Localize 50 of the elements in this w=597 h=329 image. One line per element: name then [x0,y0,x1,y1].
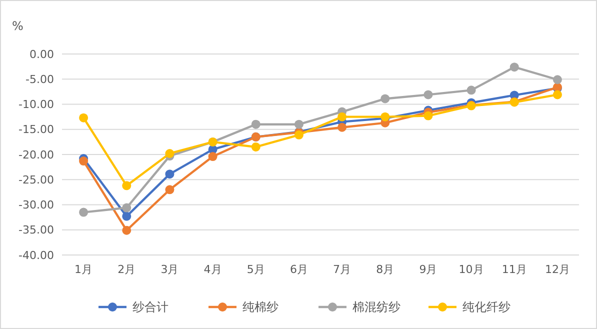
point [338,122,347,132]
x-tick-label: 10月 [458,263,484,276]
x-tick-label: 8月 [376,263,394,276]
point [79,208,88,217]
y-tick-label: -30.00 [18,198,54,212]
point [424,90,433,100]
x-tick-label: 2月 [118,263,136,276]
point [79,156,88,166]
x-tick-label: 3月 [160,263,179,276]
point [122,226,132,235]
point [251,120,260,129]
point [165,185,174,194]
point [510,62,519,72]
y-axis-title: % [12,19,24,33]
legend-label: 棉混纺纱 [352,300,400,314]
point [294,120,304,129]
legend-label: 纱合计 [132,300,168,314]
x-tick-label: 9月 [419,263,438,276]
point [338,112,347,122]
x-tick-label: 7月 [333,263,352,276]
point [122,181,132,190]
point [380,94,390,104]
point [424,111,433,120]
x-tick-label: 12月 [544,263,570,276]
point [251,142,260,152]
point [165,170,174,179]
y-tick-label: -5.00 [26,72,54,86]
x-tick-label: 11月 [502,263,527,276]
y-tick-label: -20.00 [18,148,54,162]
y-tick-label: -10.00 [18,98,54,112]
point [122,212,132,221]
point [165,148,174,158]
x-tick-label: 4月 [204,263,222,276]
y-tick-label: -15.00 [18,123,54,136]
point [466,86,476,95]
y-tick-label: -40.00 [18,248,54,262]
point [79,113,88,122]
x-tick-label: 1月 [74,263,93,276]
legend-label: 纯化纤纱 [462,300,510,314]
point [208,152,218,162]
x-tick-label: 6月 [290,263,308,276]
y-tick-label: -35.00 [18,224,54,237]
point [122,203,132,212]
y-tick-label: -25.00 [18,173,54,186]
point [294,130,304,140]
y-tick-label: 0.00 [30,48,54,61]
legend-label: 纯棉纱 [242,300,278,314]
point [552,75,562,84]
x-tick-label: 5月 [246,263,265,276]
point [552,90,562,100]
